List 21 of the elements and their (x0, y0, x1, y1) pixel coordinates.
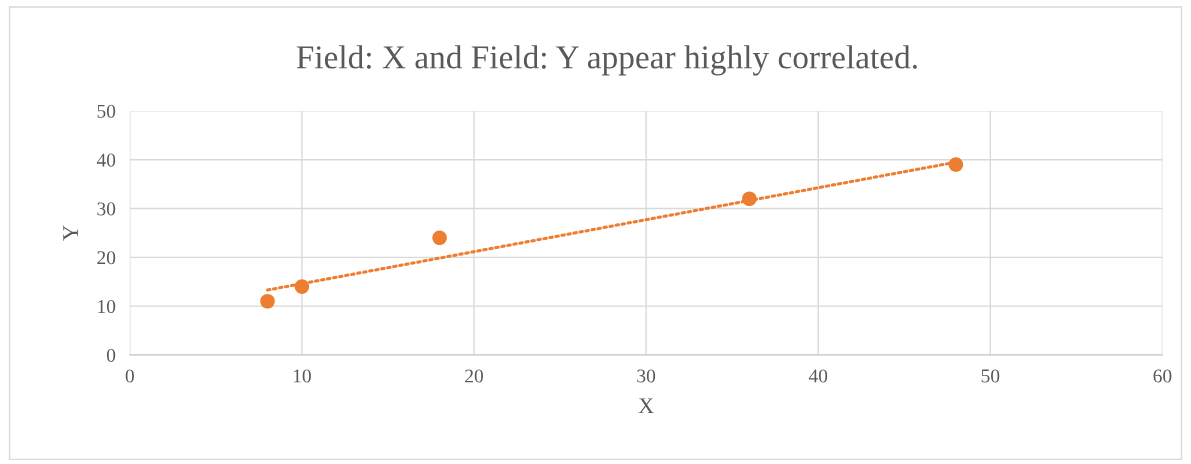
point (432, 230, 447, 246)
chart-title: Field: X and Field: Y appear highly correlated. (296, 45, 917, 76)
point (260, 293, 275, 309)
x-tick-label: 30 (637, 369, 656, 383)
y-tick-label: 30 (97, 202, 116, 216)
x-tick-label: 40 (808, 369, 828, 383)
point (294, 279, 310, 294)
point (742, 191, 757, 207)
y-tick-label: 10 (98, 299, 116, 314)
y-tick-label: 0 (106, 348, 116, 362)
y-tick-label: 20 (97, 251, 116, 265)
x-tick-label: 20 (465, 369, 483, 383)
y-tick-label: 50 (97, 104, 116, 118)
x-tick-label: 0 (125, 369, 134, 383)
y-axis-title: Y (63, 225, 78, 241)
x-axis-title: X (638, 398, 654, 414)
point (948, 157, 964, 172)
y-tick-label: 40 (96, 153, 116, 167)
x-tick-label: 60 (1153, 369, 1172, 383)
x-tick-label: 10 (293, 369, 311, 383)
x-tick-label: 50 (981, 369, 1000, 383)
